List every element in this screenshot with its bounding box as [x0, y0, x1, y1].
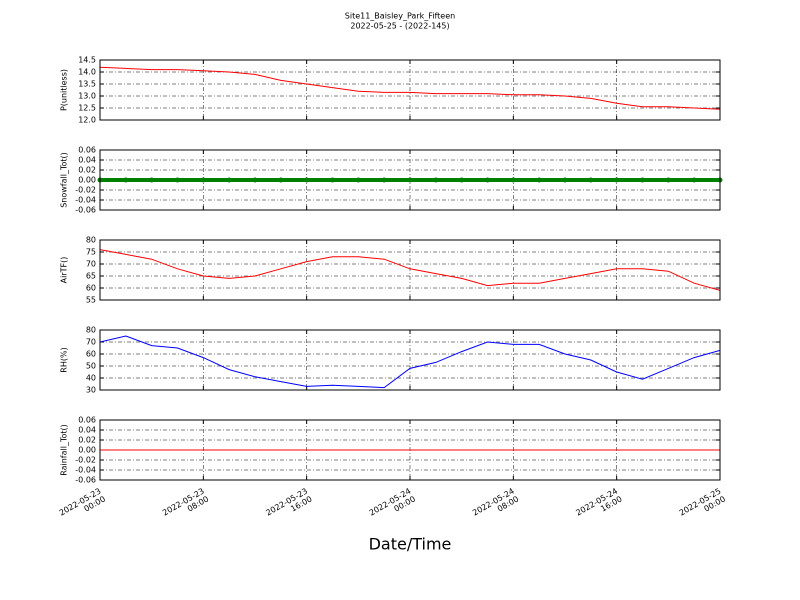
data-point — [226, 177, 232, 183]
y-tick-label: 14.0 — [78, 68, 96, 77]
y-axis-label: AirTF() — [60, 257, 69, 284]
data-point — [485, 177, 490, 183]
y-tick-label: 60 — [86, 350, 96, 359]
y-tick-label: 30 — [86, 386, 96, 395]
y-tick-label: 13.5 — [78, 80, 96, 89]
data-point — [640, 177, 645, 183]
data-point — [510, 177, 516, 183]
y-tick-label: 60 — [86, 284, 96, 293]
figure-subtitle: 2022-05-25 - (2022-145) — [350, 22, 449, 31]
data-point — [665, 177, 671, 183]
data-point — [252, 177, 258, 183]
data-point — [407, 177, 413, 183]
data-point — [304, 177, 310, 183]
y-tick-label: 40 — [86, 374, 96, 383]
y-tick-label: 12.5 — [78, 104, 96, 113]
x-axis-label: Date/Time — [369, 535, 452, 554]
data-point — [381, 177, 387, 183]
y-axis-label: Rainfall_Tot() — [60, 424, 69, 476]
data-point — [536, 177, 542, 183]
data-point — [355, 177, 361, 183]
data-point — [123, 177, 129, 183]
y-tick-label: -0.06 — [75, 476, 96, 485]
y-axis-label: P(unitless) — [60, 69, 69, 111]
y-tick-label: 0.06 — [78, 146, 96, 155]
figure-title: Site11_Baisley_Park_Fifteen — [345, 12, 455, 21]
y-tick-label: 0.04 — [78, 156, 96, 165]
plot-frame — [99, 329, 721, 391]
data-line — [99, 66, 721, 110]
y-tick-label: 0.04 — [78, 426, 96, 435]
data-point — [459, 177, 465, 183]
data-point — [588, 177, 594, 183]
y-tick-label: -0.04 — [75, 196, 96, 205]
data-point — [562, 177, 568, 183]
x-tick-label: 2022-05-2416:00 — [574, 486, 623, 525]
y-tick-label: 0.02 — [78, 166, 96, 175]
data-line — [99, 335, 721, 389]
data-point — [278, 177, 284, 183]
x-tick-label: 2022-05-2308:00 — [161, 486, 210, 525]
x-tick-label: 2022-05-2316:00 — [264, 486, 313, 525]
y-axis-label: RH(%) — [60, 347, 69, 372]
y-tick-label: 70 — [86, 338, 96, 347]
data-point — [433, 177, 439, 183]
plot-frame — [99, 149, 721, 211]
data-line — [99, 249, 721, 291]
y-tick-label: 13.0 — [78, 92, 96, 101]
y-tick-label: 65 — [86, 272, 96, 281]
y-tick-label: 75 — [86, 248, 96, 257]
plot-frame — [99, 239, 721, 301]
data-point — [614, 177, 620, 183]
data-point — [691, 177, 697, 183]
y-tick-label: -0.06 — [75, 206, 96, 215]
y-tick-label: 0.00 — [78, 446, 96, 455]
y-tick-label: -0.04 — [75, 466, 96, 475]
y-tick-label: 80 — [86, 236, 96, 245]
y-tick-label: 50 — [86, 362, 96, 371]
y-axis-label: Snowfall_Tot() — [60, 152, 69, 208]
y-tick-label: -0.02 — [75, 186, 96, 195]
y-tick-label: 14.5 — [78, 56, 96, 65]
y-tick-label: 70 — [86, 260, 96, 269]
data-point — [175, 177, 180, 183]
plot-frame — [99, 59, 721, 121]
y-tick-label: 0.02 — [78, 436, 96, 445]
data-point — [149, 177, 155, 183]
y-tick-label: -0.02 — [75, 456, 96, 465]
x-tick-label: 2022-05-2300:00 — [57, 486, 106, 525]
data-point — [330, 177, 335, 183]
plot-frame — [99, 419, 721, 481]
y-tick-label: 80 — [86, 326, 96, 335]
y-tick-label: 55 — [86, 296, 96, 305]
y-tick-label: 12.0 — [78, 116, 96, 125]
y-tick-label: 0.06 — [78, 416, 96, 425]
data-point — [200, 177, 206, 183]
x-tick-label: 2022-05-2400:00 — [367, 486, 416, 525]
y-tick-label: 0.00 — [78, 176, 96, 185]
x-tick-label: 2022-05-2408:00 — [471, 486, 520, 525]
x-tick-label: 2022-05-2500:00 — [677, 486, 726, 525]
